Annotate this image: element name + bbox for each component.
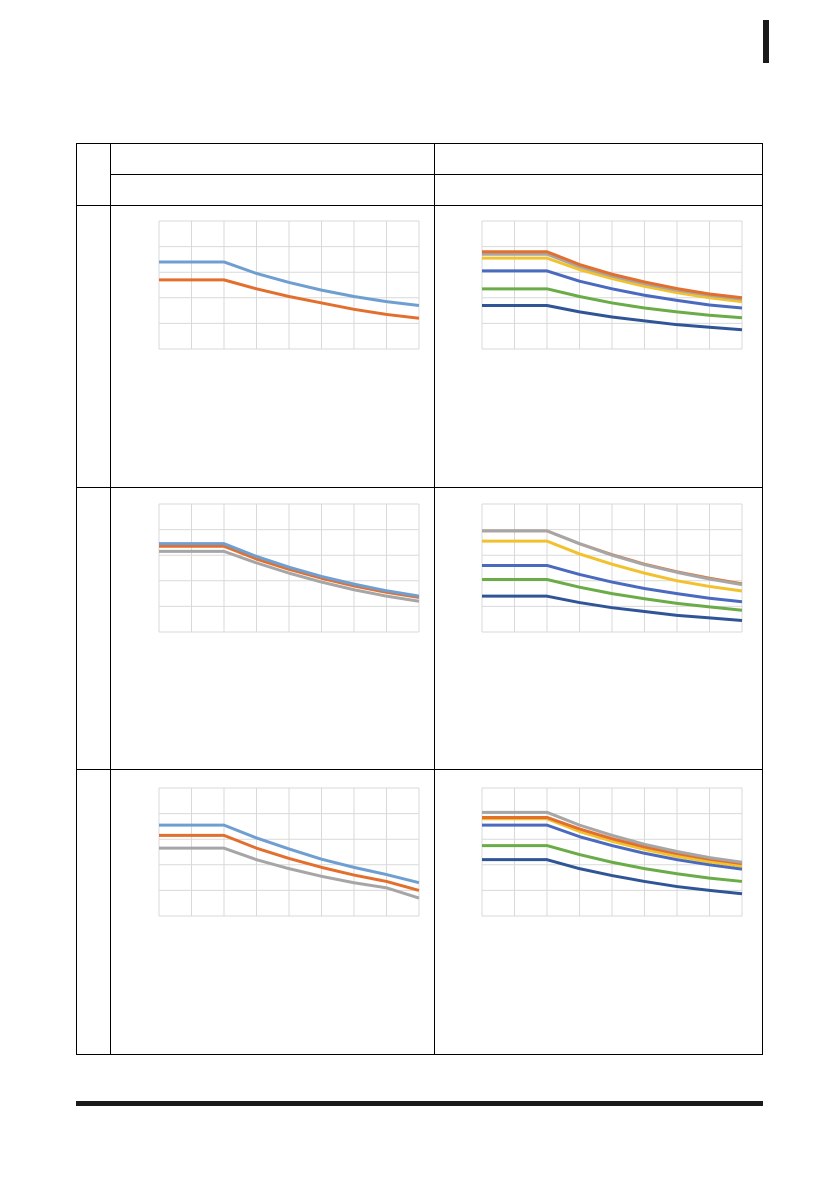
series-line-darkblue xyxy=(482,269,743,310)
series-line-gray xyxy=(159,846,420,900)
table-row-divider-1 xyxy=(76,205,763,206)
series-line-orange xyxy=(159,278,420,320)
series-line-yellow xyxy=(482,539,743,593)
series-line-orange xyxy=(159,833,420,892)
chart-row3-left xyxy=(158,787,420,917)
chart-row1-left xyxy=(158,220,420,350)
chart-row2-left xyxy=(158,503,420,633)
series-line-darkblue xyxy=(482,823,743,871)
table-col-divider-1 xyxy=(110,143,111,1055)
series-line-orange xyxy=(482,815,743,866)
page-edge-marker xyxy=(763,20,769,63)
series-line-orange xyxy=(159,544,420,599)
table-col-divider-2 xyxy=(434,143,435,1055)
series-line-gray xyxy=(482,529,743,587)
chart-row2-right xyxy=(481,503,743,633)
series-line-navy xyxy=(482,858,743,896)
series-line-blue xyxy=(159,542,420,598)
chart-row3-right xyxy=(481,787,743,917)
series-line-green xyxy=(482,578,743,612)
series-line-green xyxy=(482,287,743,320)
series-line-navy xyxy=(482,594,743,622)
chart-row1-right xyxy=(481,220,743,350)
series-line-navy xyxy=(482,303,743,332)
table-row-divider-2 xyxy=(76,487,763,488)
series-line-blue xyxy=(159,823,420,885)
series-line-yellow xyxy=(482,256,743,304)
figure-table xyxy=(76,143,763,1055)
table-row-divider-3 xyxy=(76,769,763,770)
series-line-green xyxy=(482,844,743,883)
series-line-darkblue xyxy=(482,563,743,604)
table-header-divider xyxy=(110,174,763,175)
series-line-orange xyxy=(482,250,743,300)
footer-rule xyxy=(76,1101,763,1106)
series-line-blue xyxy=(159,260,420,307)
series-line-gray xyxy=(482,810,743,864)
series-line-gray xyxy=(159,549,420,603)
